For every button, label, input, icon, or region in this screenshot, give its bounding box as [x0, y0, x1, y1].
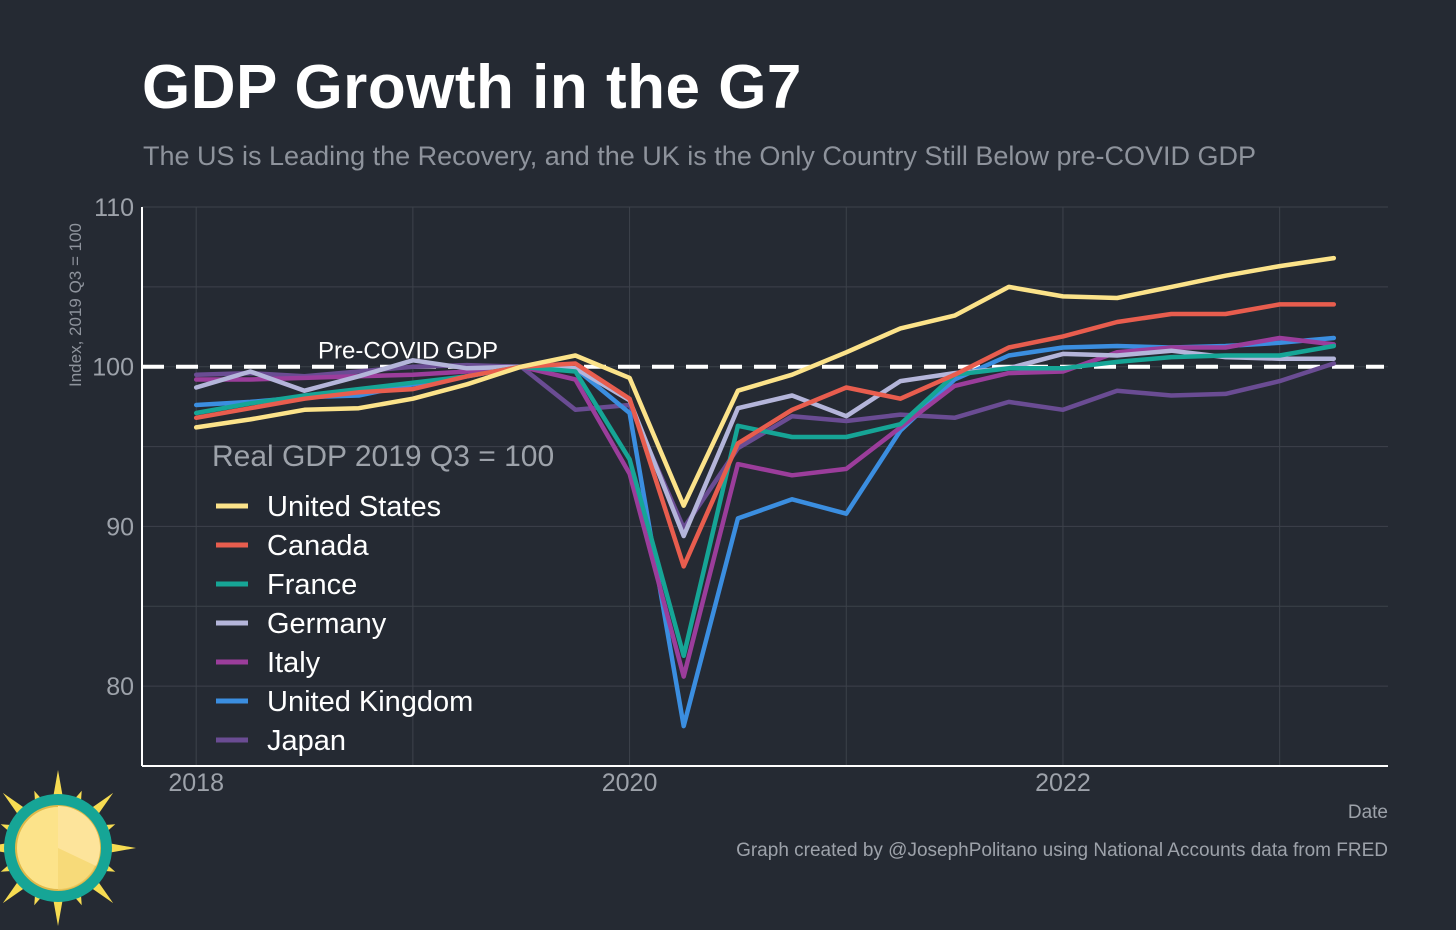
legend-label-germany: Germany	[267, 608, 387, 640]
legend-label-italy: Italy	[267, 647, 321, 679]
grid	[142, 206, 1388, 766]
chart-subtitle: The US is Leading the Recovery, and the …	[143, 141, 1256, 171]
legend-title: Real GDP 2019 Q3 = 100	[212, 440, 554, 473]
y-tick-label: 80	[106, 673, 134, 701]
source-credit: Graph created by @JosephPolitano using N…	[736, 840, 1388, 861]
y-tick-label: 100	[92, 354, 134, 382]
y-axis-title: Index, 2019 Q3 = 100	[66, 223, 85, 387]
series-line-canada	[193, 302, 1337, 569]
legend-label-united-kingdom: United Kingdom	[267, 686, 473, 718]
x-tick-label: 2020	[602, 769, 658, 797]
chart-title: GDP Growth in the G7	[142, 53, 802, 122]
legend-label-united-states: United States	[267, 491, 441, 523]
series-line-united-states	[193, 255, 1337, 508]
x-tick-label: 2022	[1035, 769, 1091, 797]
y-tick-label: 90	[106, 513, 134, 541]
sun-icon	[0, 770, 136, 926]
legend-label-france: France	[267, 569, 357, 601]
legend: Real GDP 2019 Q3 = 100 United States Canad…	[212, 440, 554, 757]
series-line-germany	[193, 348, 1337, 539]
y-tick-label: 110	[94, 194, 134, 222]
axes: 80 90 100 110 2018 2020 2022 Index, 2019 Q3 = 1…	[66, 194, 1388, 823]
legend-label-canada: Canada	[267, 530, 369, 562]
x-axis-title: Date	[1348, 802, 1388, 823]
series-line-france	[193, 343, 1337, 659]
legend-label-japan: Japan	[267, 725, 346, 757]
x-tick-label: 2018	[168, 769, 224, 797]
series-line-italy	[193, 335, 1337, 679]
series-lines	[193, 255, 1337, 729]
